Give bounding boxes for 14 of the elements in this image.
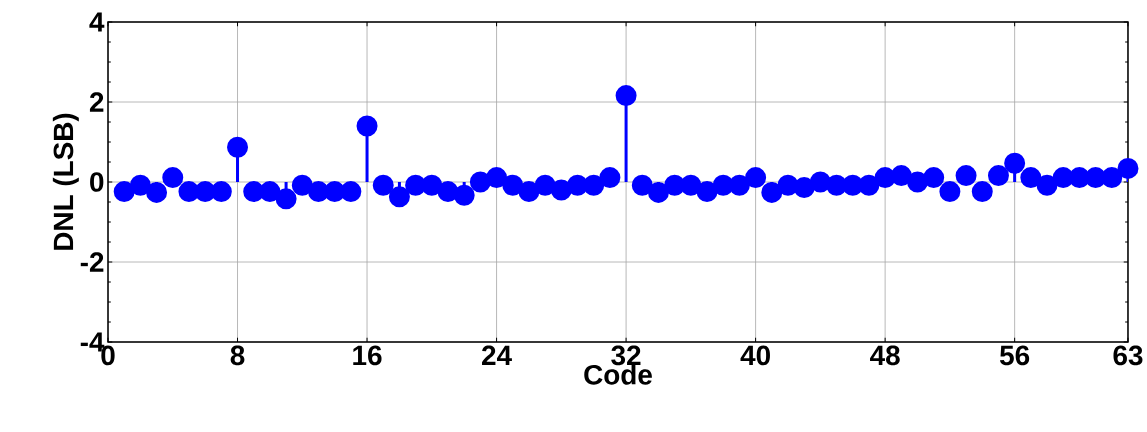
x-tick-label: 56 bbox=[999, 345, 1030, 366]
x-tick-label: 63 bbox=[1113, 345, 1143, 366]
x-tick-label: 32 bbox=[611, 345, 641, 366]
x-axis-title: Code bbox=[584, 364, 652, 385]
y-tick-label: 4 bbox=[89, 12, 105, 32]
x-tick-label: 8 bbox=[230, 345, 245, 366]
x-tick-label: 24 bbox=[482, 345, 512, 365]
y-tick-label: -2 bbox=[80, 252, 104, 272]
x-tick-label: 16 bbox=[353, 345, 382, 366]
x-tick-label: 40 bbox=[740, 345, 770, 366]
y-axis-title: DNL (LSB) bbox=[52, 113, 79, 250]
x-tick-label: 48 bbox=[870, 345, 900, 366]
y-tick-label: 2 bbox=[89, 92, 104, 112]
y-tick-label: 0 bbox=[90, 172, 104, 192]
